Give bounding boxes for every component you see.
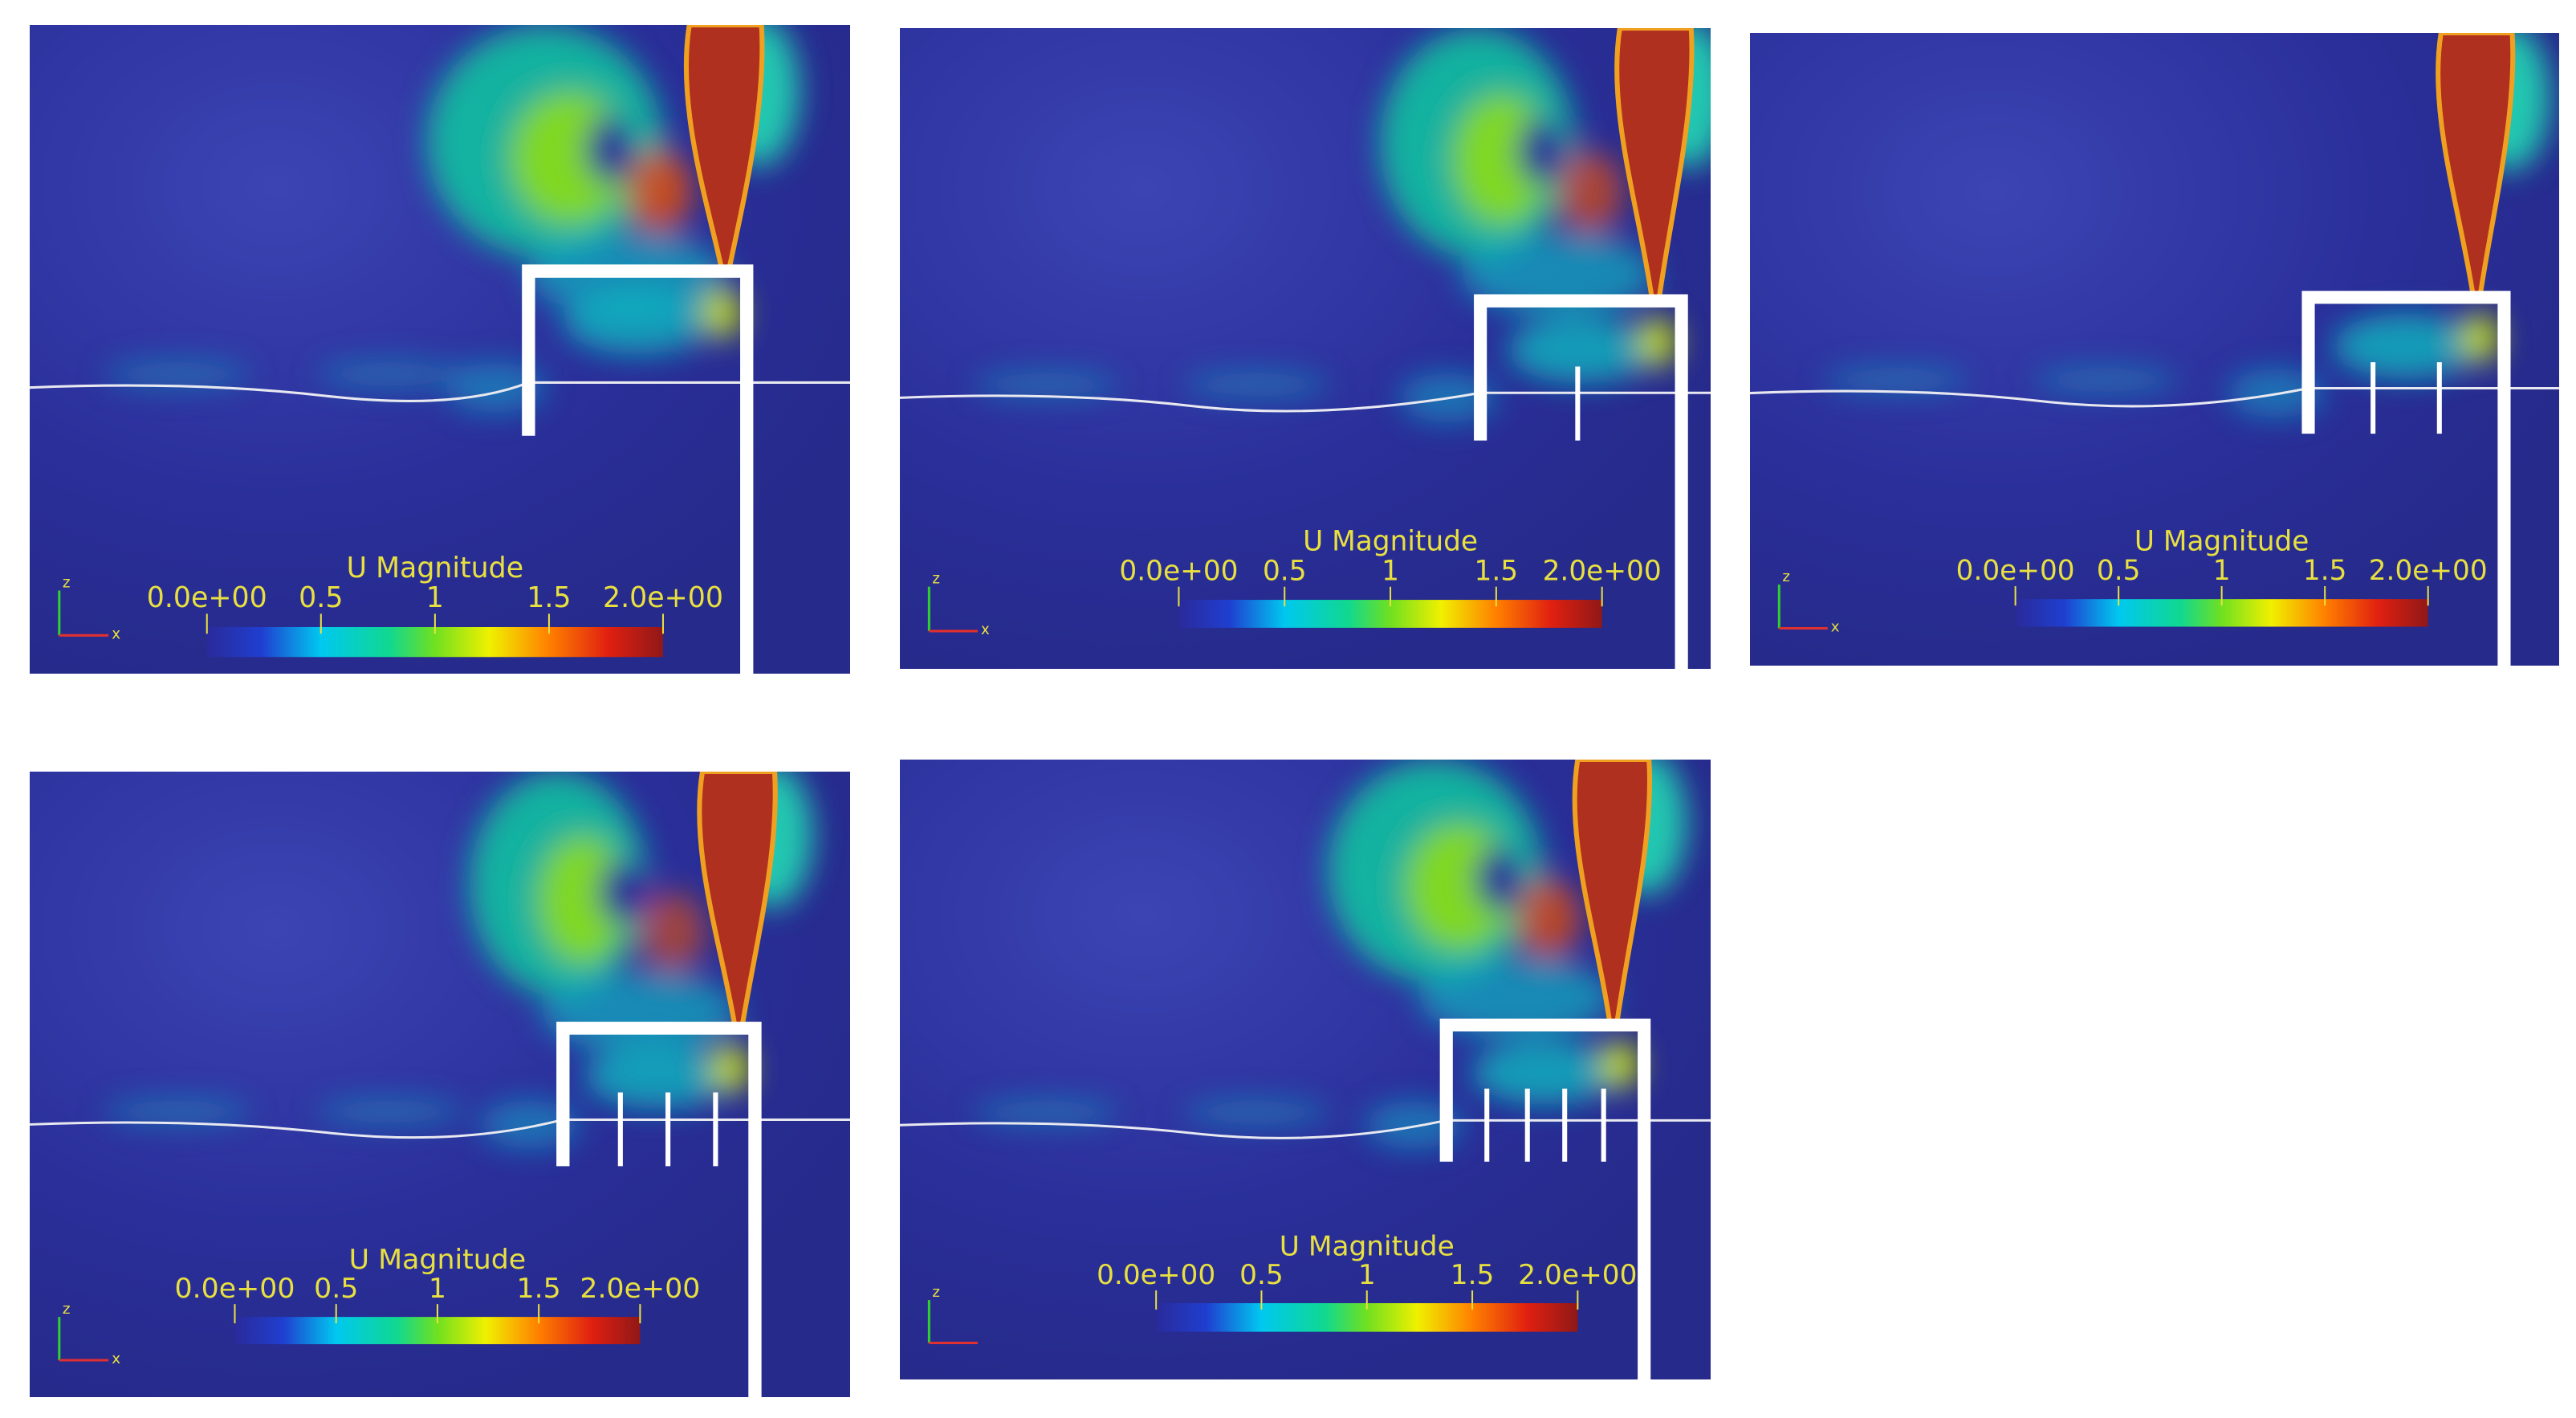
wave	[972, 1099, 1119, 1126]
flow-panel: U Magnitude 0.0e+00 0.5 1 1.5 2.0e+00 z x	[30, 25, 850, 674]
colorbar-title: U Magnitude	[1303, 525, 1478, 557]
colorbar-tick-label: 0.5	[1239, 1260, 1284, 1292]
axis-x-label: x	[112, 625, 120, 642]
wave	[1183, 1099, 1330, 1126]
vortex	[710, 1044, 751, 1093]
vortex	[1365, 1101, 1463, 1149]
structure	[1439, 1018, 1651, 1379]
vortex	[585, 116, 636, 183]
colorbar-tick-label: 1	[1358, 1260, 1376, 1292]
axis-x-label: x	[1831, 619, 1840, 636]
colorbar-title: U Magnitude	[349, 1245, 527, 1277]
colorbar-tick-label: 0.0e+00	[1956, 555, 2075, 587]
colorbar-tick-label: 0.0e+00	[1097, 1260, 1215, 1292]
vortex	[1517, 118, 1567, 185]
free-surface	[30, 1118, 850, 1139]
free-surface	[30, 381, 850, 403]
colorbar-tick-label: 0.0e+00	[147, 582, 267, 614]
axis-x-label: x	[112, 1351, 120, 1367]
flow-field	[1822, 33, 2550, 418]
vortex	[1472, 1041, 1618, 1105]
colorbar-tick-label: 1.5	[527, 582, 571, 614]
wave	[103, 1098, 251, 1125]
vortex	[541, 972, 739, 1053]
vortex	[1508, 317, 1654, 383]
colorbar-tick-label: 0.0e+00	[175, 1273, 295, 1306]
colorbar-tick-label: 0.5	[299, 582, 343, 614]
colorbar-tick-label: 2.0e+00	[1518, 1260, 1637, 1292]
colorbar-tick-label: 1.5	[2303, 555, 2346, 587]
structure	[522, 264, 754, 674]
vortex	[481, 1100, 580, 1149]
vortex	[2460, 313, 2500, 363]
wave	[1822, 367, 1969, 393]
axis-z-label: z	[932, 1284, 940, 1301]
free-surface	[1750, 386, 2559, 408]
vortex	[564, 287, 712, 355]
vortex	[640, 891, 706, 972]
vortex	[2333, 313, 2480, 379]
vortex	[1558, 151, 1623, 234]
wave	[972, 371, 1119, 398]
flow-panel: U Magnitude 0.0e+00 0.5 1 1.5 2.0e+00 z x	[1750, 33, 2559, 666]
flow-panel: U Magnitude 0.0e+00 0.5 1 1.5 2.0e+00 z	[900, 760, 1711, 1379]
vortex	[1452, 93, 1551, 226]
axis-x-label: x	[981, 621, 990, 638]
vortex	[584, 1044, 733, 1109]
wave	[316, 361, 465, 388]
structure	[1474, 294, 1688, 669]
axis-z-label: z	[1782, 568, 1790, 585]
vortex	[702, 287, 743, 338]
colorbar-tick-label: 1.5	[517, 1273, 561, 1306]
vortex	[538, 835, 628, 964]
vortex	[1475, 846, 1524, 911]
colorbar-tick-label: 1.5	[1451, 1260, 1495, 1292]
vortex	[446, 362, 545, 413]
flow-panel: U Magnitude 0.0e+00 0.5 1 1.5 2.0e+00 z x	[900, 28, 1711, 669]
vortex	[1516, 878, 1581, 959]
wave	[1183, 371, 1330, 398]
colorbar-tick-label: 1	[2213, 555, 2231, 587]
colorbar-tick-label: 1	[1382, 555, 1399, 587]
vortex	[1600, 1041, 1640, 1089]
colorbar-title: U Magnitude	[347, 552, 523, 585]
colorbar-tick-label: 0.5	[1263, 555, 1307, 587]
colorbar-title: U Magnitude	[2134, 526, 2309, 558]
vortex	[1638, 317, 1677, 367]
structure	[2301, 291, 2511, 666]
colorbar-tick-label: 0.5	[2097, 555, 2140, 587]
colorbar-tick-label: 1.5	[1475, 555, 1519, 587]
wave	[103, 361, 251, 388]
axis-z-label: z	[63, 574, 71, 591]
free-surface	[900, 1119, 1711, 1139]
colorbar-tick-label: 0.5	[314, 1273, 358, 1306]
structure	[556, 1021, 762, 1397]
colorbar-tick-label: 1	[426, 582, 444, 614]
wave	[2033, 367, 2179, 393]
colorbar-tick-label: 1	[429, 1273, 446, 1306]
colorbar-tick-label: 2.0e+00	[603, 582, 723, 614]
colorbar-tick-label: 0.0e+00	[1119, 555, 1238, 587]
flow-panel: U Magnitude 0.0e+00 0.5 1 1.5 2.0e+00 z x	[30, 772, 850, 1397]
vortex	[627, 149, 693, 233]
wave	[316, 1098, 465, 1125]
vortex	[1418, 958, 1614, 1038]
vortex	[599, 859, 649, 924]
colorbar-tick-label: 2.0e+00	[1543, 555, 1662, 587]
colorbar-tick-label: 2.0e+00	[2369, 555, 2488, 587]
axis-z-label: z	[932, 570, 940, 587]
free-surface	[900, 391, 1711, 413]
colorbar-title: U Magnitude	[1280, 1231, 1455, 1263]
flow-field	[972, 760, 1687, 1149]
colorbar-tick-label: 2.0e+00	[580, 1273, 700, 1306]
axis-z-label: z	[63, 1301, 71, 1318]
